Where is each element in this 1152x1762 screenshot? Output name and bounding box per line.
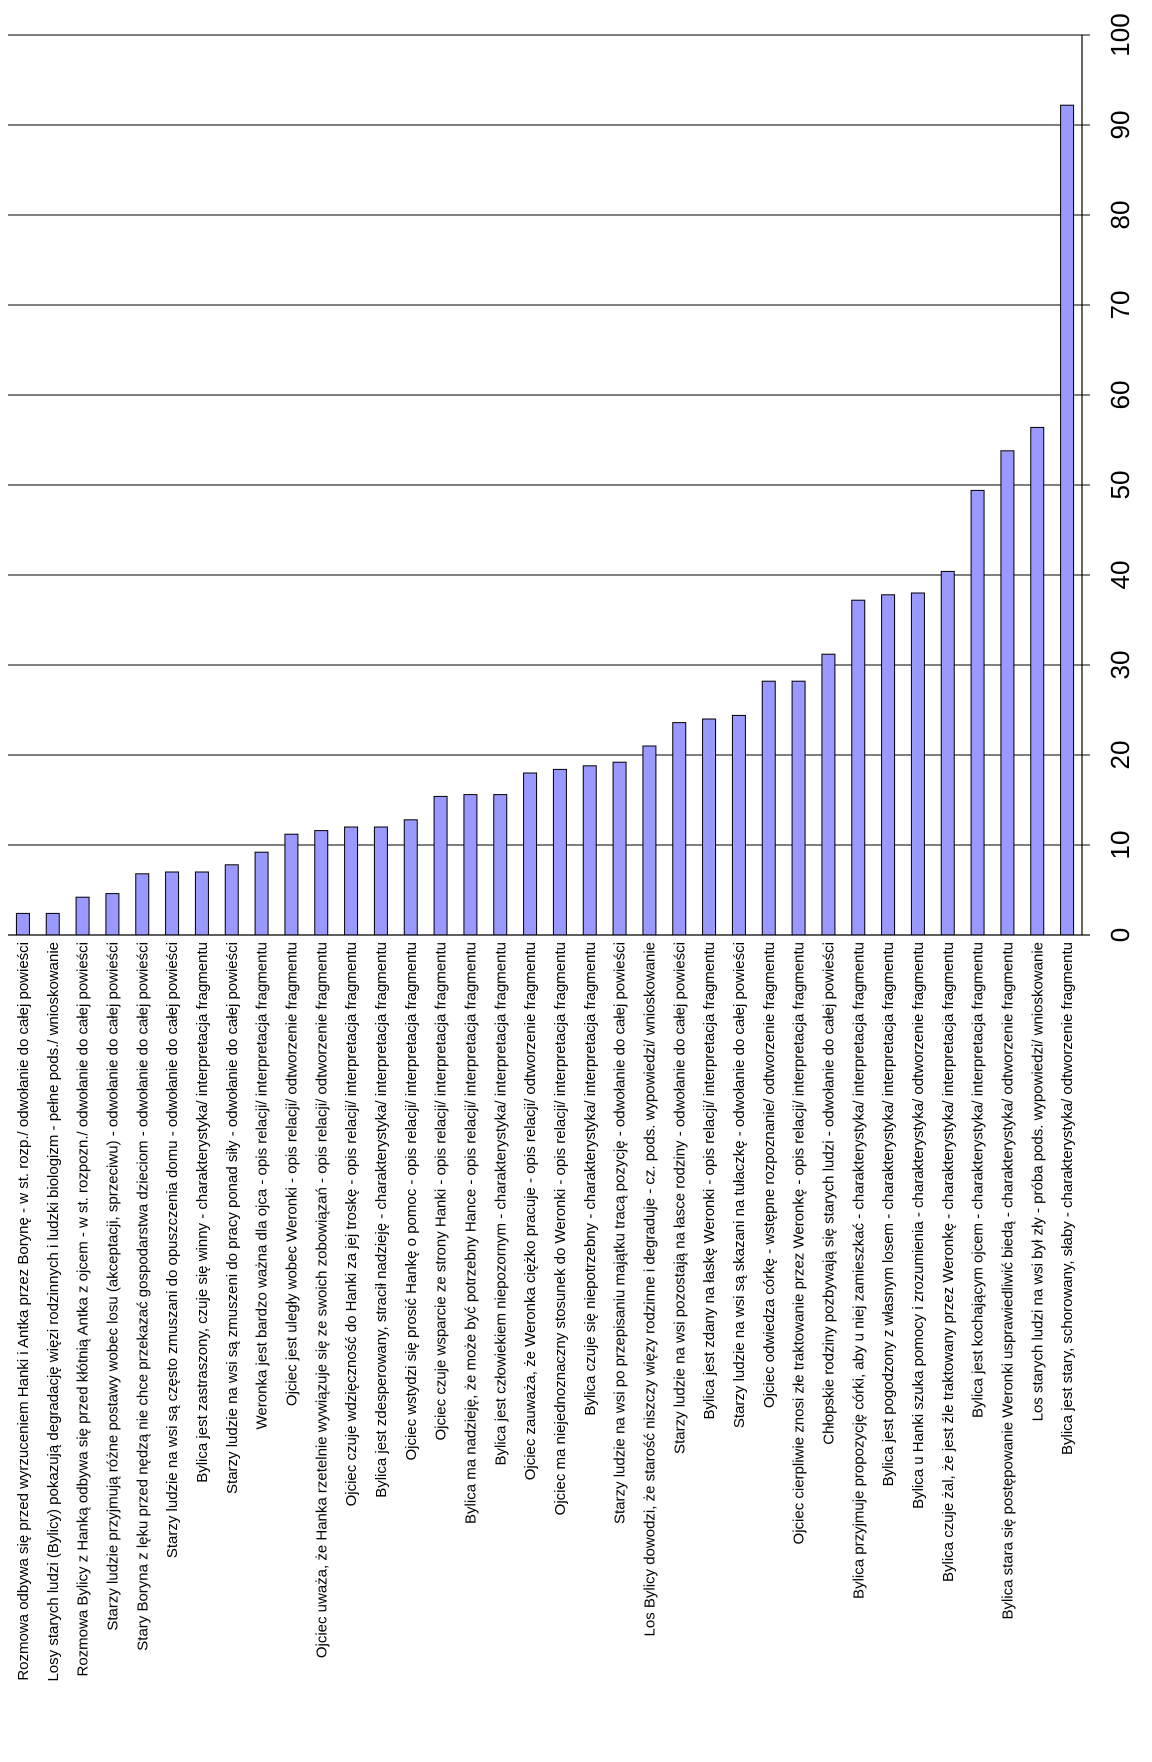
category-label: Starzy ludzie na wsi są często zmuszani … <box>164 942 181 1558</box>
category-label: Rozmowa odbywa się przed wyrzuceniem Han… <box>15 942 32 1681</box>
bar <box>493 794 508 936</box>
bar <box>761 680 776 936</box>
category-label: Losy starych ludzi (Bylicy) pokazują deg… <box>45 942 62 1682</box>
category-label: Bylica u Hanki szuka pomocy i zrozumieni… <box>910 942 927 1509</box>
category-label: Ojciec wstydzi się prosić Hankę o pomoc … <box>403 942 420 1461</box>
category-label: Starzy ludzie na wsi są skazani na tułac… <box>731 942 748 1428</box>
category-label: Ojciec odwiedza córkę - wstępne rozpozna… <box>761 942 778 1408</box>
value-tick-label: 30 <box>1105 651 1135 680</box>
bar <box>821 653 836 936</box>
category-label: Chłopskie rodziny pozbywają się starych … <box>820 942 837 1445</box>
category-label: Bylica jest kochającym ojcem - charakter… <box>970 942 987 1418</box>
bar <box>373 826 388 936</box>
value-tick-label: 70 <box>1105 291 1135 320</box>
category-label: Ojciec czuje wdzięczność do Hanki za jej… <box>343 942 360 1506</box>
bar <box>1030 426 1045 936</box>
bars <box>15 104 1075 936</box>
category-label: Rozmowa Bylicy z Hanką odbywa się przed … <box>75 942 92 1677</box>
bar <box>881 594 896 936</box>
bar <box>194 871 209 936</box>
category-label: Los starych ludzi na wsi był zły - próba… <box>1029 942 1046 1421</box>
value-tick-label: 100 <box>1105 13 1135 56</box>
bar <box>135 873 150 936</box>
bar <box>552 768 567 936</box>
bar <box>851 599 866 936</box>
category-label: Bylica jest pogodzony z własnym losem - … <box>880 942 897 1486</box>
bar <box>254 851 269 936</box>
bar <box>612 761 627 936</box>
category-label: Ojciec jest uległy wobec Weronki - opis … <box>283 942 300 1406</box>
bar <box>791 680 806 936</box>
bar <box>75 896 90 936</box>
bar <box>15 912 30 936</box>
bar <box>582 765 597 936</box>
value-tick-label: 90 <box>1105 111 1135 140</box>
category-label: Starzy ludzie na wsi po przepisaniu mają… <box>612 942 629 1524</box>
category-label: Ojciec uważa, że Hanka rzetelnie wywiązu… <box>313 942 330 1658</box>
category-label: Bylica czuje żal, że jest źle traktowany… <box>940 942 957 1582</box>
bar <box>642 745 657 936</box>
bar <box>1000 450 1015 936</box>
bar <box>284 833 299 936</box>
bar <box>45 912 60 936</box>
bar <box>731 714 746 936</box>
category-label: Ojciec ma niejednoznaczny stosunek do We… <box>552 942 569 1515</box>
value-tick-label: 10 <box>1105 831 1135 860</box>
category-label: Bylica stara się postępowanie Weronki us… <box>999 942 1016 1620</box>
value-tick-label: 50 <box>1105 471 1135 500</box>
category-label: Starzy ludzie na wsi są zmuszeni do prac… <box>224 942 241 1494</box>
category-label: Ojciec zauważa, że Weronka ciężko pracuj… <box>522 942 539 1480</box>
bar <box>702 718 717 936</box>
value-tick-label: 60 <box>1105 381 1135 410</box>
bar <box>940 570 955 936</box>
bar <box>970 489 985 936</box>
value-tick-label: 80 <box>1105 201 1135 230</box>
bar <box>1060 104 1075 936</box>
bar <box>463 794 478 936</box>
category-label: Stary Boryna z lęku przed nędzą nie chce… <box>134 942 151 1651</box>
value-tick-label: 20 <box>1105 741 1135 770</box>
axes <box>8 35 1083 936</box>
bar <box>672 722 687 936</box>
bar <box>433 795 448 936</box>
bar <box>314 830 329 936</box>
category-label: Bylica jest człowiekiem niepozornym - ch… <box>492 942 509 1466</box>
category-label: Ojciec czuje wsparcie ze strony Hanki - … <box>433 942 450 1441</box>
category-label: Starzy ludzie przyjmują różne postawy wo… <box>104 942 121 1631</box>
category-label: Bylica jest zdesperowany, stracił nadzie… <box>373 942 390 1498</box>
category-label: Bylica jest zastraszony, czuje się winny… <box>194 942 211 1483</box>
value-tick-label: 0 <box>1105 928 1135 942</box>
category-label: Weronka jest bardzo ważna dla ojca - opi… <box>254 942 271 1429</box>
bar <box>105 893 120 936</box>
bar <box>910 592 925 936</box>
category-label: Bylica przyjmuje propozycję córki, aby u… <box>850 942 867 1599</box>
category-label: Ojciec cierpliwie znosi złe traktowanie … <box>791 942 808 1544</box>
value-tick-label: 40 <box>1105 561 1135 590</box>
category-label: Starzy ludzie na wsi pozostają na łasce … <box>671 942 688 1454</box>
category-label: Bylica jest stary, schorowany, słaby - c… <box>1059 942 1076 1455</box>
bar <box>224 864 239 936</box>
bar <box>344 826 359 936</box>
category-labels: Rozmowa odbywa się przed wyrzuceniem Han… <box>15 942 1076 1682</box>
bar <box>523 772 538 936</box>
category-label: Los Bylicy dowodzi, że starość niszczy w… <box>641 942 658 1636</box>
bar <box>403 819 418 936</box>
category-label: Bylica ma nadzieję, że może być potrzebn… <box>462 942 479 1524</box>
category-label: Bylica jest zdany na łaskę Weronki - opi… <box>701 942 718 1419</box>
value-tick-labels: 0 10 20 30 40 50 60 70 80 90 100 <box>1105 13 1135 942</box>
category-label: Bylica czuje się niepotrzebny - charakte… <box>582 942 599 1416</box>
gridlines <box>8 34 1090 936</box>
bar <box>165 871 180 936</box>
